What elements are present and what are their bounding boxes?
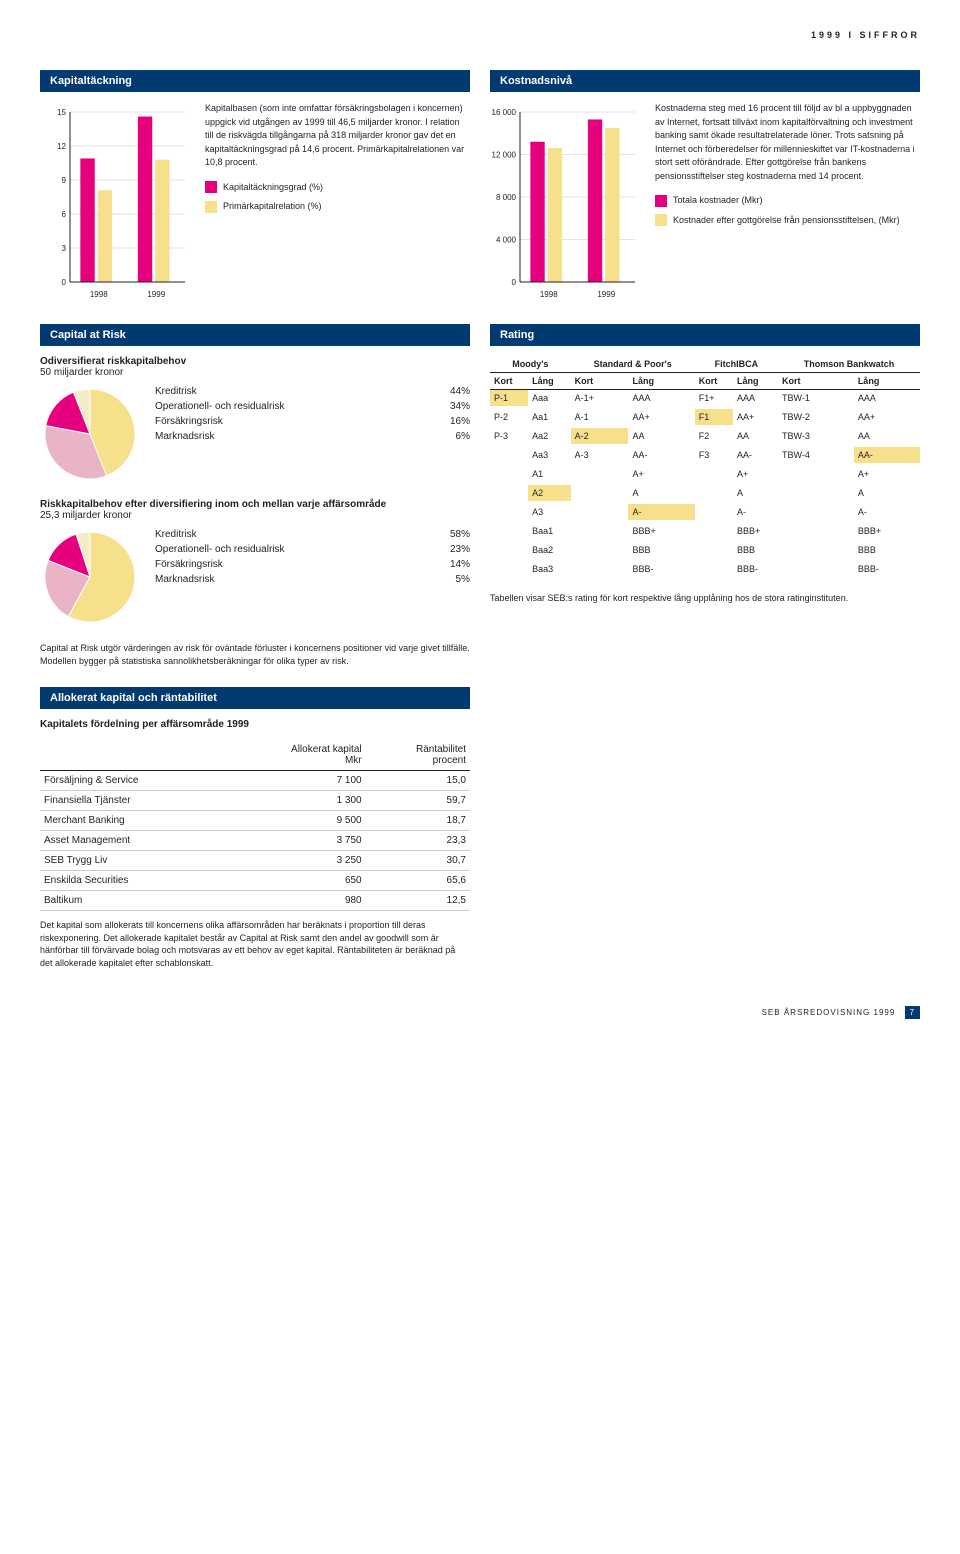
alloc-subtitle: Kapitalets fördelning per affärsområde 1… <box>40 719 470 730</box>
card-kostnadsniva: Kostnadsnivå 0 4 000 8 000 12 000 16 000 1998… <box>490 70 920 304</box>
svg-text:0: 0 <box>62 278 67 287</box>
legend-item: Primärkapitalrelation (%) <box>205 200 470 214</box>
card-rating: Rating Moody'sStandard & Poor'sFitchIBCA… <box>490 324 920 667</box>
rating-table: Moody'sStandard & Poor'sFitchIBCAThomson… <box>490 356 920 580</box>
section-title: Kostnadsnivå <box>490 70 920 92</box>
footer-label: SEB ÅRSREDOVISNING 1999 <box>762 1008 896 1017</box>
table-row: Merchant Banking9 50018,7 <box>40 811 470 831</box>
svg-text:1998: 1998 <box>90 290 108 299</box>
table-row: Försäljning & Service7 10015,0 <box>40 771 470 791</box>
table-row: P-1AaaA-1+AAAF1+AAATBW-1AAA <box>490 390 920 408</box>
svg-text:6: 6 <box>62 210 67 219</box>
page-footer: SEB ÅRSREDOVISNING 1999 7 <box>40 1000 920 1017</box>
table-row: A3A-A-A- <box>490 503 920 522</box>
svg-text:3: 3 <box>62 244 67 253</box>
table-row: Baa2BBBBBBBBB <box>490 541 920 560</box>
card-allokerat: Allokerat kapital och räntabilitet Kapit… <box>40 687 470 969</box>
pie-row: Kreditrisk44% <box>155 384 470 399</box>
page-header: 1999 I SIFFROR <box>40 30 920 40</box>
alloc-note: Det kapital som allokerats till koncerne… <box>40 919 470 969</box>
section-title: Capital at Risk <box>40 324 470 346</box>
pie-chart-1 <box>40 384 140 484</box>
pie-row: Kreditrisk58% <box>155 527 470 542</box>
pie-row: Försäkringsrisk16% <box>155 414 470 429</box>
legend-item: Kapitaltäckningsgrad (%) <box>205 181 470 195</box>
svg-text:12 000: 12 000 <box>492 151 517 160</box>
section-title: Rating <box>490 324 920 346</box>
table-row: Baa3BBB-BBB-BBB- <box>490 560 920 579</box>
svg-text:12: 12 <box>57 142 66 151</box>
section-title: Allokerat kapital och räntabilitet <box>40 687 470 709</box>
table-row: Enskilda Securities65065,6 <box>40 871 470 891</box>
pie-row: Försäkringsrisk14% <box>155 557 470 572</box>
alloc-table: Allokerat kapitalMkrRäntabilitetprocentF… <box>40 740 470 911</box>
svg-text:15: 15 <box>57 108 66 117</box>
pie-row: Operationell- och residualrisk23% <box>155 542 470 557</box>
table-row: P-2Aa1A-1AA+F1AA+TBW-2AA+ <box>490 408 920 427</box>
legend-item: Totala kostnader (Mkr) <box>655 194 920 208</box>
table-row: SEB Trygg Liv3 25030,7 <box>40 851 470 871</box>
table-row: Asset Management3 75023,3 <box>40 831 470 851</box>
rating-note: Tabellen visar SEB:s rating för kort res… <box>490 592 920 605</box>
pie-chart-2 <box>40 527 140 627</box>
car-h2: Riskkapitalbehov efter diversifiering in… <box>40 499 470 510</box>
section-title: Kapitaltäckning <box>40 70 470 92</box>
svg-text:4 000: 4 000 <box>496 236 517 245</box>
svg-text:1998: 1998 <box>540 290 558 299</box>
car-note: Capital at Risk utgör värderingen av ris… <box>40 642 470 667</box>
card-capital-at-risk: Capital at Risk Odiversifierat riskkapit… <box>40 324 470 667</box>
table-row: Finansiella Tjänster1 30059,7 <box>40 791 470 811</box>
kapital-para: Kapitalbasen (som inte omfattar försäkri… <box>205 102 470 170</box>
card-kapitaltackning: Kapitaltäckning 0 3 6 9 12 15 1998 1999 Kapital… <box>40 70 470 304</box>
page-number: 7 <box>905 1006 920 1019</box>
table-row: Aa3A-3AA-F3AA-TBW-4AA- <box>490 446 920 465</box>
svg-text:9: 9 <box>62 176 67 185</box>
legend-item: Kostnader efter gottgörelse från pension… <box>655 214 920 228</box>
svg-text:8 000: 8 000 <box>496 193 517 202</box>
car-h1: Odiversifierat riskkapitalbehov <box>40 356 470 367</box>
table-row: A1A+A+A+ <box>490 465 920 484</box>
svg-text:1999: 1999 <box>147 290 165 299</box>
bar-chart-kostnad: 0 4 000 8 000 12 000 16 000 1998 1999 <box>490 102 640 302</box>
car-h1sub: 50 miljarder kronor <box>40 367 470 378</box>
car-h2sub: 25,3 miljarder kronor <box>40 510 470 521</box>
pie-row: Operationell- och residualrisk34% <box>155 399 470 414</box>
table-row: P-3Aa2A-2AAF2AATBW-3AA <box>490 427 920 446</box>
table-row: Baa1BBB+BBB+BBB+ <box>490 522 920 541</box>
pie-row: Marknadsrisk6% <box>155 429 470 444</box>
table-row: A2AAA <box>490 484 920 503</box>
bar-chart-kapital: 0 3 6 9 12 15 1998 1999 <box>40 102 190 302</box>
pie-row: Marknadsrisk5% <box>155 572 470 587</box>
table-row: Baltikum98012,5 <box>40 891 470 911</box>
svg-text:16 000: 16 000 <box>492 108 517 117</box>
svg-text:1999: 1999 <box>597 290 615 299</box>
kostnad-para: Kostnaderna steg med 16 procent till föl… <box>655 102 920 183</box>
svg-text:0: 0 <box>512 278 517 287</box>
